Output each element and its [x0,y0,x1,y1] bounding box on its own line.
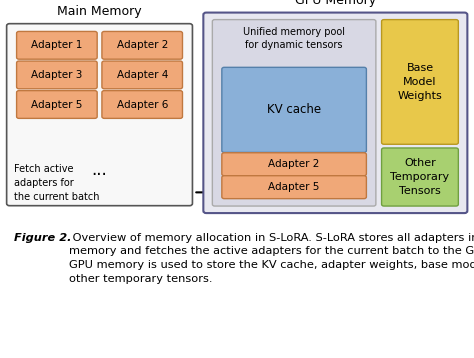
FancyBboxPatch shape [382,20,458,144]
FancyArrowPatch shape [196,189,215,196]
FancyBboxPatch shape [7,24,192,206]
FancyBboxPatch shape [222,67,366,153]
Text: Fetch active
adapters for
the current batch: Fetch active adapters for the current ba… [14,164,100,202]
Text: Adapter 5: Adapter 5 [31,100,82,110]
Text: Other
Temporary
Tensors: Other Temporary Tensors [391,158,449,195]
FancyBboxPatch shape [17,91,97,118]
Text: Adapter 6: Adapter 6 [117,100,168,110]
FancyBboxPatch shape [212,20,376,206]
FancyBboxPatch shape [102,61,182,89]
Text: Adapter 2: Adapter 2 [117,40,168,50]
Text: Adapter 4: Adapter 4 [117,70,168,80]
Text: GPU Memory: GPU Memory [295,0,376,8]
FancyBboxPatch shape [17,61,97,89]
Text: Adapter 2: Adapter 2 [268,159,320,169]
FancyBboxPatch shape [222,153,366,176]
FancyBboxPatch shape [102,91,182,118]
Text: Figure 2.: Figure 2. [14,233,72,243]
Text: Adapter 1: Adapter 1 [31,40,82,50]
Text: Unified memory pool
for dynamic tensors: Unified memory pool for dynamic tensors [243,27,345,50]
Text: Overview of memory allocation in S-LoRA. S-LoRA stores all adapters in the main
: Overview of memory allocation in S-LoRA.… [69,233,474,284]
Text: Adapter 5: Adapter 5 [268,182,320,192]
Text: Base
Model
Weights: Base Model Weights [398,63,442,101]
Text: KV cache: KV cache [267,103,321,116]
FancyBboxPatch shape [102,32,182,59]
Text: Main Memory: Main Memory [57,5,142,19]
FancyBboxPatch shape [222,176,366,199]
Text: ...: ... [91,161,108,179]
Text: Adapter 3: Adapter 3 [31,70,82,80]
FancyBboxPatch shape [17,32,97,59]
FancyBboxPatch shape [382,148,458,206]
FancyBboxPatch shape [203,13,467,213]
